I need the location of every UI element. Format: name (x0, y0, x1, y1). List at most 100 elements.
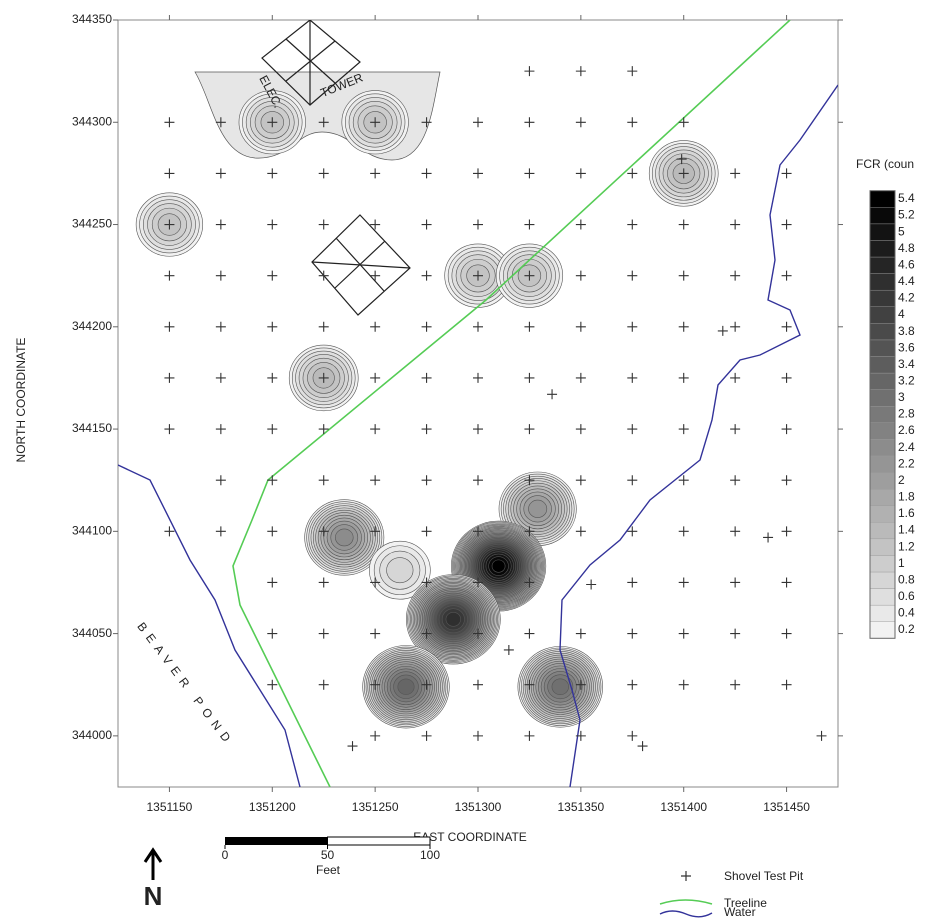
colorbar-label: 4 (898, 307, 905, 321)
test-pit (421, 168, 432, 179)
colorbar-label: 1.6 (898, 506, 915, 520)
test-pit (524, 219, 535, 230)
test-pit (781, 270, 792, 281)
fcr-contour (491, 559, 506, 573)
test-pit (421, 270, 432, 281)
colorbar-label: 0.4 (898, 606, 915, 620)
colorbar-band (869, 389, 896, 407)
colorbar-label: 2.4 (898, 440, 915, 454)
colorbar-label: 3.6 (898, 340, 915, 354)
test-pit (318, 475, 329, 486)
test-pit (215, 168, 226, 179)
test-pit (473, 372, 483, 383)
colorbar-label: 0.6 (898, 589, 915, 603)
tower-middle (311, 214, 411, 316)
test-pit (164, 424, 175, 435)
test-pit (318, 679, 329, 690)
test-pit (370, 730, 381, 741)
colorbar-band (869, 604, 896, 622)
colorbar-label: 4.8 (898, 241, 915, 255)
test-pit (678, 321, 689, 332)
test-pit (215, 526, 226, 537)
colorbar-band (869, 588, 896, 606)
test-pit (627, 117, 638, 128)
test-pit (503, 644, 514, 655)
test-pit (763, 532, 774, 543)
test-pit (730, 679, 741, 690)
test-pit (575, 219, 586, 230)
water-right (559, 84, 838, 787)
test-pit (318, 321, 329, 332)
colorbar-band (869, 306, 896, 324)
colorbar-band (869, 455, 896, 473)
test-pit (370, 270, 381, 281)
test-pit (267, 679, 278, 690)
colorbar-band (869, 621, 896, 639)
north-arrow (143, 847, 163, 880)
test-pit (575, 168, 586, 179)
test-pit (816, 730, 827, 741)
test-pit (730, 372, 741, 383)
treeline (232, 20, 791, 787)
test-pit (215, 219, 226, 230)
test-pit (318, 526, 329, 537)
colorbar-band (869, 422, 896, 440)
colorbar-label: 4.4 (898, 274, 915, 288)
test-pit (524, 577, 535, 588)
colorbar-label: 2 (898, 473, 905, 487)
colorbar-label: 0.8 (898, 572, 915, 586)
test-pit (627, 66, 638, 77)
colorbar-label: 2.2 (898, 456, 915, 470)
legend-water (659, 910, 713, 918)
test-pit (781, 475, 792, 486)
test-pit (524, 475, 535, 486)
test-pit (678, 679, 689, 690)
colorbar-label: 4.6 (898, 257, 915, 271)
test-pit (473, 577, 483, 588)
test-pit (524, 270, 535, 281)
test-pit (678, 424, 689, 435)
test-pit (781, 526, 792, 537)
test-pit (678, 168, 689, 179)
colorbar-label: 3.8 (898, 324, 915, 338)
test-pit (524, 526, 535, 537)
colorbar-band (869, 571, 896, 589)
colorbar-band (869, 339, 896, 357)
test-pit (473, 321, 483, 332)
x-tick-label: 1351150 (147, 800, 193, 814)
test-pit (627, 679, 638, 690)
test-pit (627, 270, 638, 281)
test-pit (370, 424, 381, 435)
map-lines (118, 20, 838, 787)
test-pit (676, 154, 687, 165)
test-pit (421, 117, 432, 128)
test-pit (627, 372, 638, 383)
colorbar-band (869, 240, 896, 258)
colorbar-label: 3.2 (898, 374, 915, 388)
colorbar-band (869, 439, 896, 457)
test-pit (164, 372, 175, 383)
y-axis-title: NORTH COORDINATE (14, 338, 28, 463)
test-pit (267, 321, 278, 332)
test-pit (678, 577, 689, 588)
test-pit (421, 372, 432, 383)
test-pit (215, 372, 226, 383)
test-pit (267, 168, 278, 179)
test-pit (164, 117, 175, 128)
test-pit (347, 741, 358, 752)
x-tick-label: 1351400 (660, 800, 707, 814)
test-pit (370, 628, 381, 639)
test-pit (781, 321, 792, 332)
test-pit (215, 475, 226, 486)
test-pit (678, 117, 689, 128)
y-tick-label: 344300 (72, 114, 112, 128)
test-pit (627, 321, 638, 332)
test-pit (164, 270, 175, 281)
test-pit (627, 168, 638, 179)
legend-label: Treeline (724, 896, 767, 910)
test-pit (421, 424, 432, 435)
test-pit (781, 577, 792, 588)
test-pit (421, 526, 432, 537)
x-tick-label: 1351350 (557, 800, 604, 814)
scale-bar-white (327, 836, 431, 846)
